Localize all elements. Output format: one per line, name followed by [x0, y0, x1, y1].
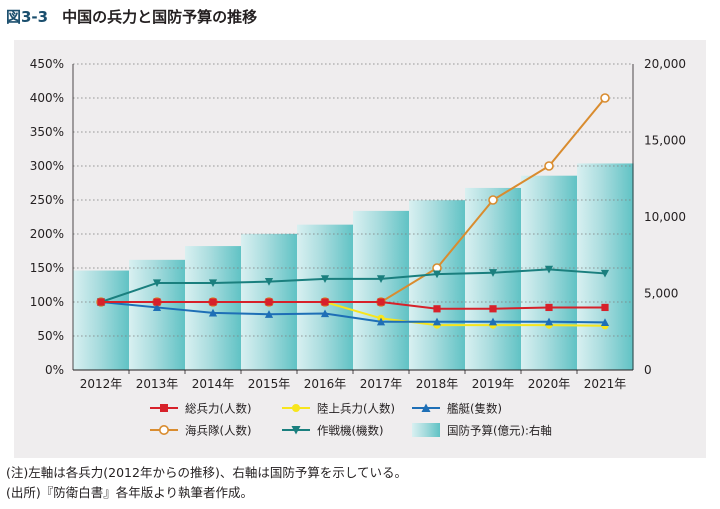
legend-item-ships: 艦艇(隻数): [412, 402, 502, 416]
point-total: [489, 305, 497, 313]
point-aircraft: [152, 279, 162, 288]
point-ships: [264, 310, 274, 318]
budget-bar: [185, 246, 242, 370]
budget-bar: [409, 200, 466, 370]
point-total: [433, 305, 441, 313]
legend-item-aircraft: 作戦機(機数): [282, 424, 383, 438]
legend-marker-marines: [159, 424, 170, 435]
point-ships: [208, 308, 218, 317]
point-ships: [544, 317, 554, 326]
x-tick-label: 2013年: [136, 377, 179, 391]
point-ships: [320, 309, 330, 318]
y-left-tick-label: 200%: [30, 227, 64, 241]
figure-title: 中国の兵力と国防予算の推移: [62, 7, 258, 26]
legend-label-aircraft: 作戦機(機数): [317, 424, 383, 438]
point-ships: [488, 317, 498, 326]
legend-item-total: 総兵力(人数): [150, 402, 251, 416]
point-total: [377, 298, 385, 306]
legend-marker-ground: [292, 404, 300, 412]
y-left-tick-label: 300%: [30, 159, 64, 173]
point-ships: [376, 317, 386, 326]
y-right-tick-label: 15,000: [644, 134, 686, 148]
point-marines: [488, 195, 498, 205]
point-aircraft: [488, 269, 498, 277]
budget-bar: [465, 187, 522, 370]
legend-marker-total: [160, 404, 168, 412]
y-left-tick-label: 0%: [45, 363, 64, 377]
legend-label-ships: 艦艇(隻数): [447, 402, 502, 416]
legend-marker-ships: [421, 403, 431, 412]
legend-label-marines: 海兵隊(人数): [185, 424, 251, 438]
series-total: [97, 298, 609, 313]
legend-item-marines: 海兵隊(人数): [150, 424, 251, 438]
x-tick-label: 2019年: [472, 377, 515, 391]
y-left-tick-label: 50%: [37, 329, 64, 343]
legend-marker-aircraft: [291, 426, 301, 435]
budget-bar: [73, 270, 130, 370]
y-left-tick-label: 350%: [30, 125, 64, 139]
series-line-aircraft: [100, 268, 606, 303]
x-tick-label: 2018年: [416, 377, 459, 391]
x-tick-label: 2015年: [248, 377, 291, 391]
y-right-tick-label: 10,000: [644, 210, 686, 224]
x-tick-label: 2012年: [80, 377, 123, 391]
x-tick-label: 2021年: [584, 377, 627, 391]
point-ships: [600, 318, 610, 326]
note-line-1: (注)左軸は各兵力(2012年からの推移)、右軸は国防予算を示している。: [6, 465, 407, 480]
point-aircraft: [208, 279, 218, 288]
y-left-tick-label: 450%: [30, 57, 64, 71]
point-marines: [544, 161, 554, 171]
series-ships: [96, 297, 610, 326]
chart-panel: 0% 50% 100% 150% 200% 250% 300% 350% 400% 450% 0 5,…: [14, 40, 706, 458]
point-total: [601, 303, 609, 312]
point-total: [545, 303, 553, 312]
point-total: [321, 298, 329, 306]
legend-label-ground: 陸上兵力(人数): [317, 402, 395, 416]
x-tick-label: 2016年: [304, 377, 347, 391]
notes: (注)左軸は各兵力(2012年からの推移)、右軸は国防予算を示している。 (出所…: [6, 463, 407, 503]
budget-bar: [129, 259, 186, 370]
point-total: [209, 298, 217, 306]
legend-item-ground: 陸上兵力(人数): [282, 402, 395, 416]
series-aircraft: [96, 265, 610, 307]
point-aircraft: [544, 265, 554, 274]
legend-swatch-budget: [412, 423, 440, 437]
point-aircraft: [320, 275, 330, 283]
y-left-tick-label: 400%: [30, 91, 64, 105]
point-total: [97, 298, 105, 306]
budget-bar: [577, 163, 634, 370]
y-left-tick-label: 150%: [30, 261, 64, 275]
figure-number: 図3-3: [6, 7, 49, 26]
series-line-total: [101, 301, 605, 310]
legend-item-budget: 国防予算(億元):右軸: [412, 423, 552, 438]
y-right-tick-label: 5,000: [644, 287, 678, 301]
y-right-tick-label: 20,000: [644, 57, 686, 71]
note-line-2: (出所)『防衛白書』各年版より執筆者作成。: [6, 485, 254, 500]
x-tick-label: 2017年: [360, 377, 403, 391]
point-total: [265, 298, 273, 306]
point-total: [153, 298, 161, 306]
legend-label-total: 総兵力(人数): [185, 402, 251, 416]
chart-svg: 0% 50% 100% 150% 200% 250% 300% 350% 400% 450% 0 5,…: [30, 57, 686, 438]
point-aircraft: [432, 270, 442, 279]
point-ships: [152, 303, 162, 312]
y-right-tick-label: 0: [644, 363, 652, 377]
figure-header: 図3-3 中国の兵力と国防予算の推移: [6, 4, 257, 28]
legend-label-budget: 国防予算(億元):右軸: [447, 424, 552, 438]
point-ships: [432, 317, 442, 326]
point-aircraft: [264, 278, 274, 286]
x-tick-label: 2020年: [528, 377, 571, 391]
point-marines: [600, 93, 610, 103]
x-tick-label: 2014年: [192, 377, 235, 391]
point-aircraft: [600, 269, 610, 278]
series-line-ships: [100, 301, 606, 324]
y-left-tick-label: 100%: [30, 295, 64, 309]
point-aircraft: [376, 275, 386, 283]
y-left-tick-label: 250%: [30, 193, 64, 207]
